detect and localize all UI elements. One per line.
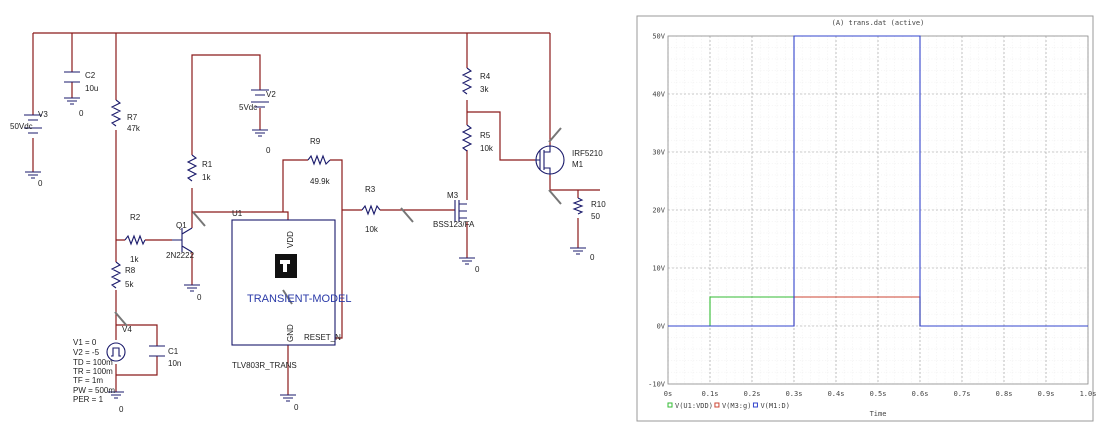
probe <box>114 127 562 327</box>
label: TD = 100m <box>73 358 113 367</box>
label: R8 <box>125 266 136 275</box>
x-axis-label: Time <box>870 410 887 418</box>
label: 0 <box>590 253 595 262</box>
wire <box>32 32 550 392</box>
legend-label: V(U1:VDD) <box>675 402 713 410</box>
source <box>106 342 126 362</box>
label: 47k <box>127 124 141 133</box>
x-tick-label: 0.3s <box>786 390 803 398</box>
label: M1 <box>572 160 584 169</box>
label: Q1 <box>176 221 187 230</box>
y-tick-label: 20V <box>652 207 665 215</box>
x-tick-label: 0.1s <box>702 390 719 398</box>
label: C2 <box>85 71 96 80</box>
pin-label: RESET_N <box>304 333 341 342</box>
label: V2 = -5 <box>73 348 100 357</box>
label: TF = 1m <box>73 376 103 385</box>
transistor <box>172 200 467 253</box>
y-tick-label: -10V <box>648 381 666 389</box>
label: R7 <box>127 113 138 122</box>
label: 10n <box>168 359 181 368</box>
label: BSS123/FA <box>433 220 475 229</box>
label: V2 <box>266 90 276 99</box>
label: R2 <box>130 213 141 222</box>
label: 1k <box>130 255 139 264</box>
legend-swatch <box>752 402 758 408</box>
x-tick-label: 0.7s <box>954 390 971 398</box>
label: PER = 1 <box>73 395 104 404</box>
label: V4 <box>122 325 132 334</box>
ti-logo-glyph <box>280 260 290 272</box>
probe-window: (A) trans.dat (active) Time -10V 0V 10V 20V… <box>636 15 1097 422</box>
label: M3 <box>447 191 459 200</box>
x-tick-label: 1.0s <box>1080 390 1097 398</box>
label: 0 <box>197 293 202 302</box>
ground <box>25 97 586 402</box>
label: PW = 500m <box>73 386 115 395</box>
label: TLV803R_TRANS <box>232 361 297 370</box>
label: V1 = 0 <box>73 338 97 347</box>
label: 0 <box>294 403 299 412</box>
label: 0 <box>266 146 271 155</box>
label: 5k <box>125 280 134 289</box>
label: 10u <box>85 84 98 93</box>
label: 50Vdc <box>10 122 33 131</box>
label: 49.9k <box>310 177 331 186</box>
label: 10k <box>480 144 494 153</box>
y-tick-label: 50V <box>652 33 665 41</box>
pin-label: VDD <box>286 231 295 248</box>
label: V3 <box>38 110 48 119</box>
label: R4 <box>480 72 491 81</box>
x-tick-label: 0.8s <box>996 390 1013 398</box>
label: 0 <box>79 109 84 118</box>
battery <box>24 89 269 134</box>
y-tick-label: 0V <box>657 323 666 331</box>
legend-label: V(M3:g) <box>722 402 752 410</box>
label: 3k <box>480 85 489 94</box>
pulse <box>111 347 121 357</box>
label: R1 <box>202 160 213 169</box>
x-tick-label: 0.6s <box>912 390 929 398</box>
x-tick-label: 0.9s <box>1038 390 1055 398</box>
label: 10k <box>365 225 379 234</box>
x-tick-label: 0.2s <box>744 390 761 398</box>
label: 2N2222 <box>166 251 195 260</box>
legend-swatch <box>667 402 673 408</box>
model-label: TRANSIENT-MODEL <box>247 293 352 305</box>
x-tick-label: 0.5s <box>870 390 887 398</box>
y-tick-label: 40V <box>652 91 665 99</box>
series-line <box>668 35 1088 327</box>
legend-swatch <box>714 402 720 408</box>
schematic: C2 10u 0 V3 50Vdc 0 R7 47k V2 5Vdc 0 R9 … <box>10 32 606 414</box>
label: 0 <box>119 405 124 414</box>
label: 0 <box>475 265 480 274</box>
pin-label: GND <box>286 324 295 342</box>
label: TR = 100m <box>73 367 113 376</box>
resistor <box>110 67 584 289</box>
label: 1k <box>202 173 211 182</box>
y-tick-label: 10V <box>652 265 665 273</box>
label: 0 <box>38 179 43 188</box>
label: C1 <box>168 347 179 356</box>
y-tick-label: 30V <box>652 149 665 157</box>
legend-label: V(M1:D) <box>760 402 790 410</box>
label: 50 <box>591 212 600 221</box>
ic-box <box>231 219 336 346</box>
wire <box>191 33 600 395</box>
label: U1 <box>232 209 243 218</box>
label: 5Vdc <box>239 103 257 112</box>
label: IRF5210 <box>572 149 603 158</box>
mosfet-pins <box>535 145 551 175</box>
label: R5 <box>480 131 491 140</box>
x-tick-label: 0.4s <box>828 390 845 398</box>
label: R10 <box>591 200 606 209</box>
capacitor <box>64 71 165 357</box>
label: R9 <box>310 137 321 146</box>
chart-title: (A) trans.dat (active) <box>832 19 925 27</box>
label: R3 <box>365 185 376 194</box>
x-tick-label: 0s <box>664 390 672 398</box>
